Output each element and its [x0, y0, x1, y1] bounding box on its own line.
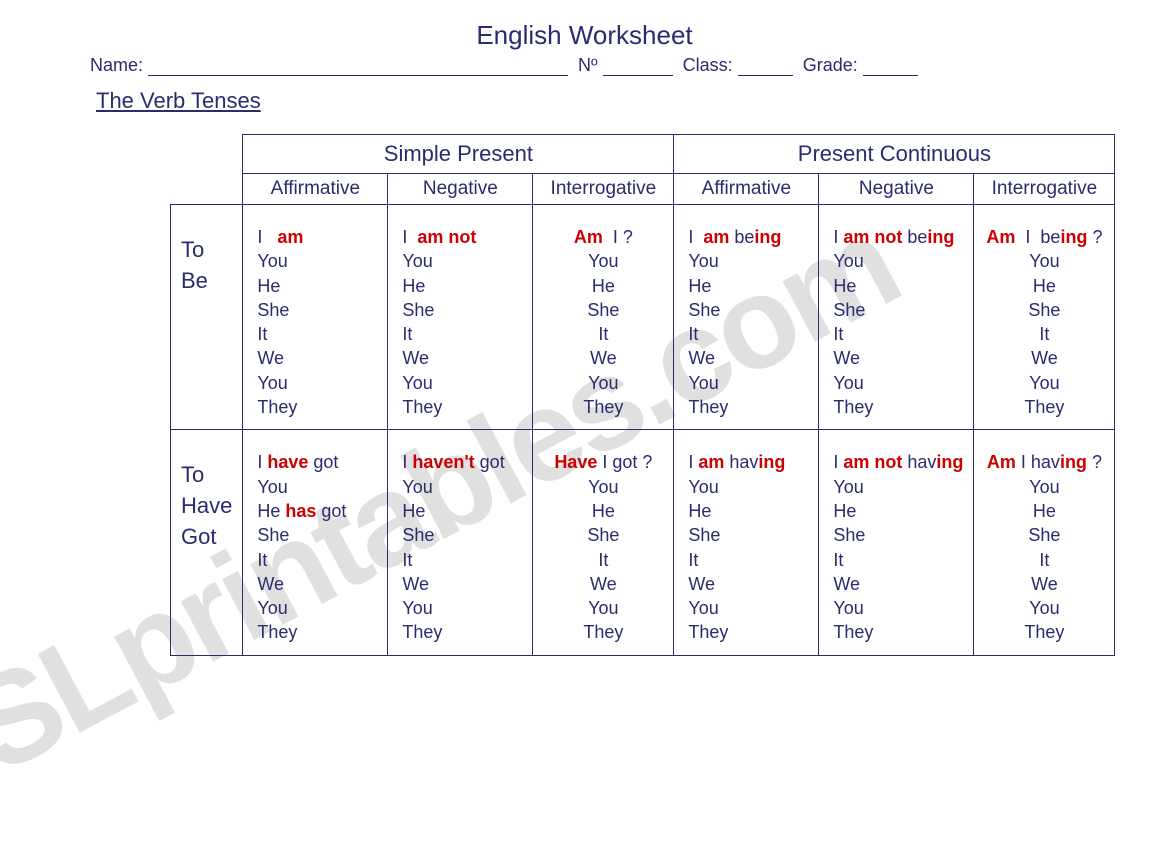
thg-sp-aff: I have got You He has got SheIt WeYouThe… [243, 430, 388, 655]
sp-negative-header: Negative [388, 174, 533, 205]
sp-affirmative-header: Affirmative [243, 174, 388, 205]
to-be-label: To Be [171, 205, 243, 430]
tobe-pc-aff: I am being YouHeShe ItWeYouThey [674, 205, 819, 430]
class-label: Class: [683, 55, 733, 75]
thg-pc-neg: I am not having YouHeShe ItWeYouThey [819, 430, 974, 655]
pc-negative-header: Negative [819, 174, 974, 205]
class-blank[interactable] [738, 55, 793, 76]
tobe-sp-int: Am I ? YouHeShe ItWeYouThey [533, 205, 674, 430]
grade-blank[interactable] [863, 55, 918, 76]
corner-blank [171, 135, 243, 205]
to-have-got-label: To Have Got [171, 430, 243, 655]
tobe-sp-aff: I am YouHeShe ItWeYouThey [243, 205, 388, 430]
pc-interrogative-header: Interrogative [974, 174, 1115, 205]
simple-present-header: Simple Present [243, 135, 674, 174]
page-title: English Worksheet [90, 20, 1079, 51]
tobe-pc-neg: I am not being YouHeShe ItWeYouThey [819, 205, 974, 430]
no-label: Nº [578, 55, 598, 75]
thg-sp-neg: I haven't got YouHeShe ItWeYouThey [388, 430, 533, 655]
to-have-got-row: To Have Got I have got You He has got Sh… [171, 430, 1115, 655]
tense-header-row: Simple Present Present Continuous [171, 135, 1115, 174]
pc-affirmative-header: Affirmative [674, 174, 819, 205]
tobe-sp-neg: I am not YouHeShe ItWeYouThey [388, 205, 533, 430]
form-header-row: Affirmative Negative Interrogative Affir… [171, 174, 1115, 205]
section-title: The Verb Tenses [96, 88, 1079, 114]
name-label: Name: [90, 55, 143, 75]
thg-sp-int: Have I got ? YouHeShe ItWeYouThey [533, 430, 674, 655]
no-blank[interactable] [603, 55, 673, 76]
thg-pc-int: Am I having ? YouHeShe ItWeYouThey [974, 430, 1115, 655]
name-blank[interactable] [148, 55, 568, 76]
present-continuous-header: Present Continuous [674, 135, 1115, 174]
tobe-pc-int: Am I being ? YouHeShe ItWeYouThey [974, 205, 1115, 430]
sp-interrogative-header: Interrogative [533, 174, 674, 205]
thg-pc-aff: I am having YouHeShe ItWeYouThey [674, 430, 819, 655]
student-info-line: Name: Nº Class: Grade: [90, 55, 1079, 76]
to-have-got-text: To Have Got [181, 462, 232, 549]
to-be-row: To Be I am YouHeShe ItWeYouThey I am not… [171, 205, 1115, 430]
verb-tense-table: Simple Present Present Continuous Affirm… [170, 134, 1115, 656]
grade-label: Grade: [803, 55, 858, 75]
to-be-text: To Be [181, 237, 208, 293]
worksheet-page: English Worksheet Name: Nº Class: Grade:… [0, 0, 1169, 676]
